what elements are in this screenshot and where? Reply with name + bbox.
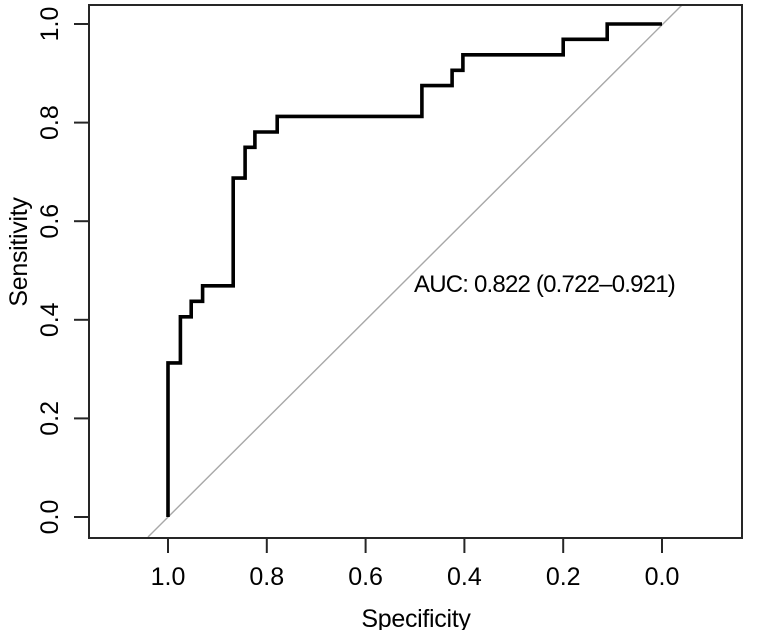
plot-box xyxy=(88,4,743,539)
roc-curve-line xyxy=(166,22,662,517)
y-axis-tick-label: 0.8 xyxy=(36,105,64,140)
x-axis-tick-label: 0.8 xyxy=(249,563,284,591)
y-axis-tick-label: 0.0 xyxy=(36,500,64,535)
y-axis-tick-label: 1.0 xyxy=(36,7,64,42)
y-axis-ticks: 0.0 0.2 0.4 0.6 0.8 1.0 xyxy=(36,7,89,535)
chance-diagonal-line xyxy=(147,4,683,538)
y-axis-title: Sensitivity xyxy=(5,197,33,307)
x-axis-tick-label: 0.2 xyxy=(546,563,581,591)
x-axis-ticks: 1.0 0.8 0.6 0.4 0.2 0.0 xyxy=(151,538,680,591)
x-axis-tick-label: 0.4 xyxy=(447,563,482,591)
x-axis-tick-label: 0.0 xyxy=(645,563,680,591)
y-axis-tick-label: 0.6 xyxy=(36,204,64,239)
x-axis-tick-label: 1.0 xyxy=(151,563,186,591)
x-axis-tick-label: 0.6 xyxy=(348,563,383,591)
y-axis-tick-label: 0.4 xyxy=(36,302,64,337)
y-axis-tick-label: 0.2 xyxy=(36,401,64,436)
auc-annotation: AUC: 0.822 (0.722–0.921) xyxy=(414,271,675,298)
x-axis-title: Specificity xyxy=(361,605,471,630)
